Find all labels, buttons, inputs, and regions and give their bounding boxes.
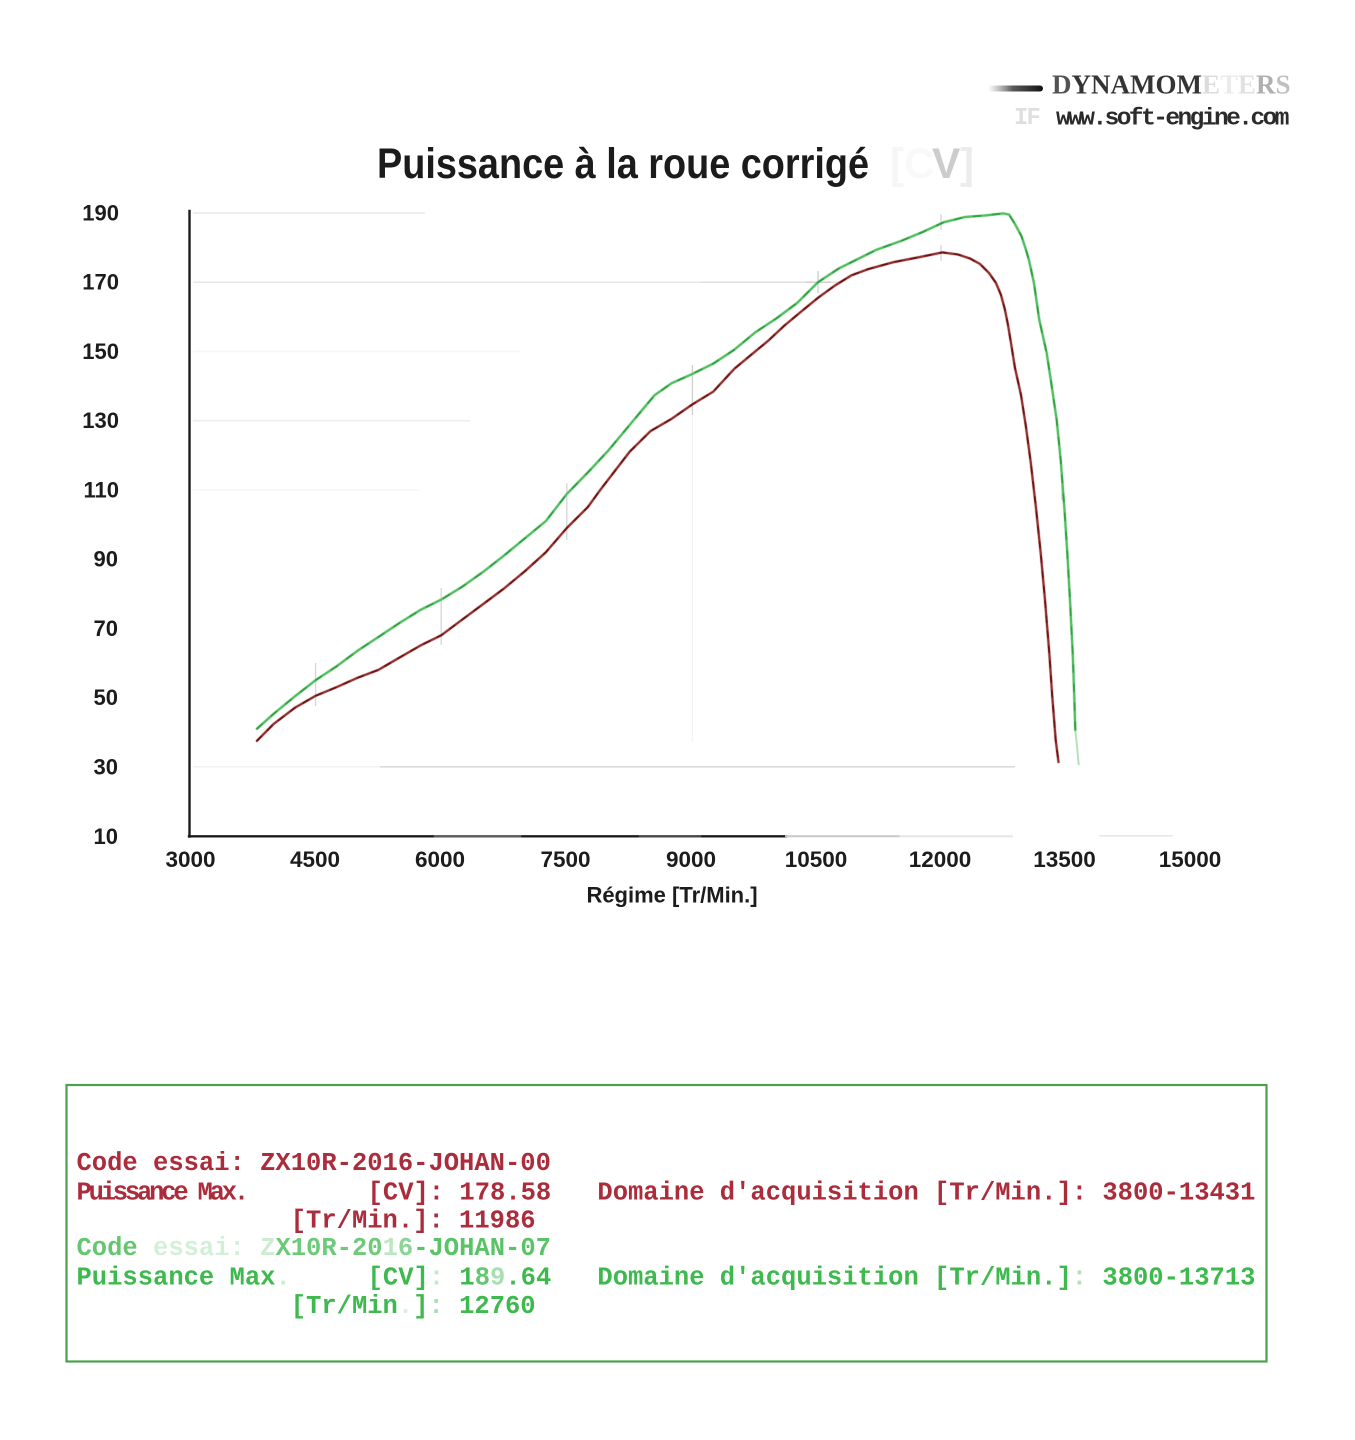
svg-text:110: 110 (84, 477, 120, 502)
svg-text:170: 170 (82, 270, 119, 295)
svg-text:4500: 4500 (290, 847, 340, 872)
svg-text:90: 90 (94, 547, 118, 572)
svg-text:Puissance à la roue corrigé: Puissance à la roue corrigé (377, 141, 869, 188)
svg-text:[Tr/Min.]: 11986: [Tr/Min.]: 11986 (77, 1206, 536, 1235)
svg-text:9000: 9000 (666, 847, 716, 872)
svg-text:6000: 6000 (415, 847, 465, 872)
svg-text:30: 30 (94, 754, 118, 779)
svg-text:130: 130 (82, 408, 119, 433)
svg-text:190: 190 (82, 201, 119, 226)
svg-text:150: 150 (82, 339, 119, 364)
svg-text:Code essai: ZX10R-2016-JOHAN-0: Code essai: ZX10R-2016-JOHAN-07 (77, 1234, 551, 1263)
svg-text:7500: 7500 (540, 847, 590, 872)
svg-text:70: 70 (94, 616, 118, 641)
svg-text:www.soft-engine.com: www.soft-engine.com (1056, 106, 1289, 133)
svg-text:DYNAMOMETERS: DYNAMOMETERS (1052, 70, 1291, 100)
svg-text:12000: 12000 (909, 847, 972, 872)
svg-text:10500: 10500 (785, 847, 848, 872)
svg-text:IF: IF (1014, 105, 1039, 132)
svg-text:10: 10 (94, 824, 118, 849)
svg-text:Régime [Tr/Min.]: Régime [Tr/Min.] (586, 883, 757, 908)
svg-text:50: 50 (94, 685, 118, 710)
svg-text:[Tr/Min.]: 12760: [Tr/Min.]: 12760 (77, 1292, 536, 1321)
svg-text:13500: 13500 (1033, 847, 1096, 872)
svg-text:Code essai: ZX10R-2016-JOHAN-0: Code essai: ZX10R-2016-JOHAN-00 (77, 1149, 551, 1178)
svg-text:[CV]: [CV] (890, 141, 974, 188)
svg-text:3000: 3000 (165, 847, 215, 872)
svg-text:15000: 15000 (1159, 847, 1222, 872)
